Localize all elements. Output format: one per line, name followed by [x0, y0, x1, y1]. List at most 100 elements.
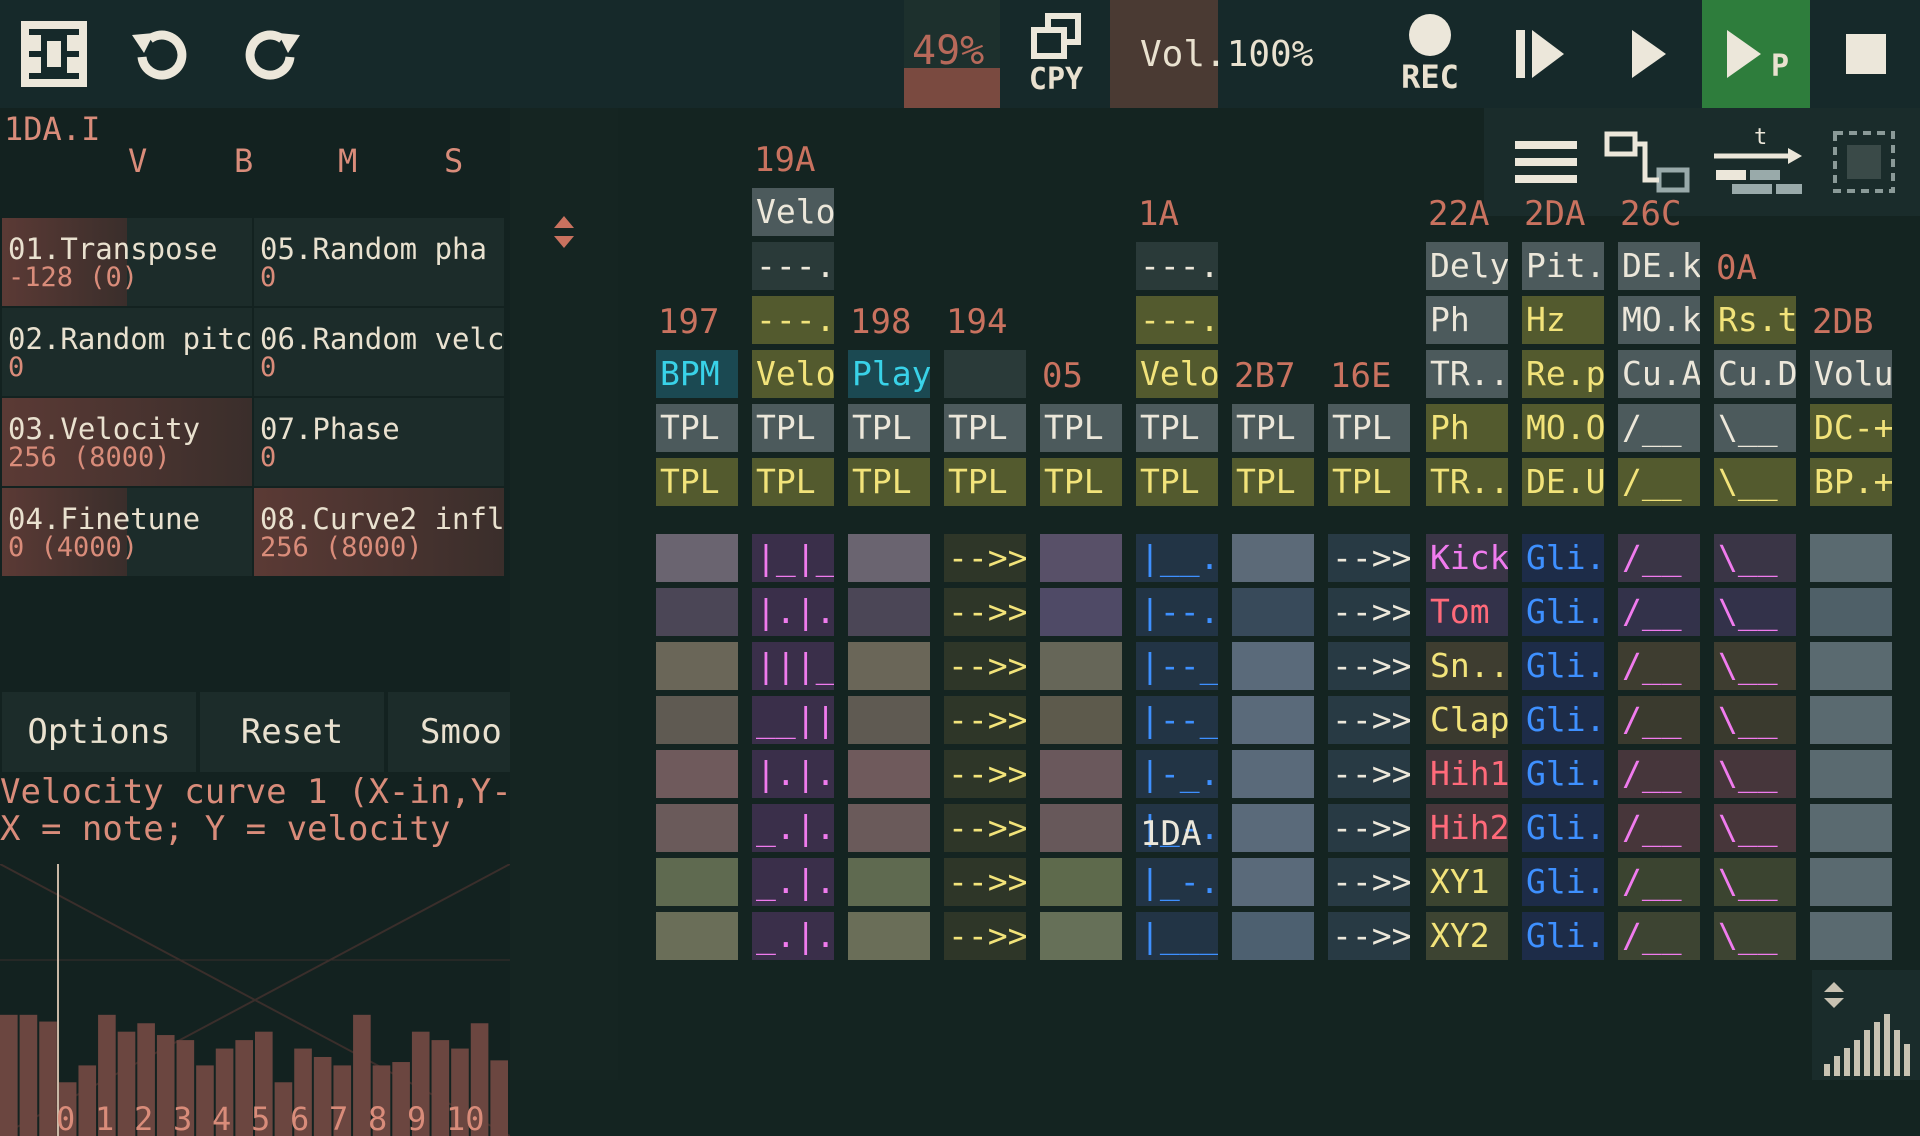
header-v[interactable]: V	[128, 142, 148, 180]
pattern-cell[interactable]: -->>	[944, 588, 1026, 636]
timeline-icon[interactable]: t	[1708, 108, 1808, 216]
pattern-cell[interactable]: Gli..e	[1522, 696, 1604, 744]
module-cell[interactable]: TPL	[1040, 404, 1122, 452]
cpu-load-meter[interactable]: 49%	[904, 0, 1000, 108]
pattern-block[interactable]	[656, 588, 738, 636]
pattern-cell[interactable]: Gli..e	[1522, 588, 1604, 636]
module-cell[interactable]: TPL	[944, 458, 1026, 506]
pattern-cell[interactable]: /__	[1618, 642, 1700, 690]
control-knob[interactable]: 05.Random pha 0	[254, 218, 504, 306]
pattern-cell[interactable]: /__	[1618, 858, 1700, 906]
pattern-cell[interactable]: -->>	[944, 750, 1026, 798]
header-m[interactable]: M	[338, 142, 358, 180]
play-from-start-button[interactable]	[1500, 0, 1580, 108]
volume-control[interactable]: Vol.100%	[1110, 0, 1313, 108]
pattern-cell[interactable]: Gli..e	[1522, 858, 1604, 906]
pattern-cell[interactable]: |__._	[1136, 534, 1218, 582]
pattern-block[interactable]	[1040, 696, 1122, 744]
pattern-cell[interactable]: Hih2	[1426, 804, 1508, 852]
pattern-cell[interactable]: -->>	[944, 804, 1026, 852]
module-cell[interactable]: TPL	[848, 404, 930, 452]
pattern-block[interactable]	[656, 534, 738, 582]
undo-icon[interactable]	[118, 0, 200, 108]
pattern-block[interactable]	[656, 858, 738, 906]
module-cell[interactable]: TR..+	[1426, 350, 1508, 398]
pattern-cell[interactable]: Gli..e	[1522, 912, 1604, 960]
header-b[interactable]: B	[234, 142, 254, 180]
pattern-cell[interactable]: XY2	[1426, 912, 1508, 960]
play-button[interactable]	[1608, 0, 1688, 108]
pattern-cell[interactable]: /__	[1618, 912, 1700, 960]
module-cell[interactable]: DE.k	[1618, 242, 1700, 290]
module-cell[interactable]: Velo	[752, 350, 834, 398]
pattern-block[interactable]	[1232, 912, 1314, 960]
pattern-cell[interactable]: \__	[1714, 642, 1796, 690]
pattern-cell[interactable]: \__	[1714, 912, 1796, 960]
pattern-cell[interactable]: -->>	[1328, 912, 1410, 960]
options-button[interactable]: Options	[2, 692, 196, 772]
pattern-cell[interactable]: /__	[1618, 750, 1700, 798]
pattern-cell[interactable]: Kick	[1426, 534, 1508, 582]
module-cell[interactable]: ---.>	[1136, 296, 1218, 344]
control-knob[interactable]: 07.Phase 0	[254, 398, 504, 486]
control-knob[interactable]: 08.Curve2 influ 256 (8000)	[254, 488, 504, 576]
module-cell[interactable]: Play	[848, 350, 930, 398]
menu-icon[interactable]	[1506, 108, 1586, 216]
pattern-block[interactable]	[1232, 534, 1314, 582]
pattern-block[interactable]	[848, 804, 930, 852]
pattern-cell[interactable]: Gli..e	[1522, 804, 1604, 852]
redo-icon[interactable]	[232, 0, 314, 108]
pattern-block[interactable]	[848, 534, 930, 582]
pattern-cell[interactable]: Hih1	[1426, 750, 1508, 798]
pattern-block[interactable]	[1810, 588, 1892, 636]
stop-button[interactable]	[1826, 0, 1906, 108]
selection-icon[interactable]	[1824, 108, 1904, 216]
pattern-cell[interactable]: |||__.|	[752, 642, 834, 690]
pattern-block[interactable]	[848, 696, 930, 744]
pattern-block[interactable]	[1040, 534, 1122, 582]
level-meter[interactable]	[1812, 970, 1920, 1080]
pattern-cell[interactable]: Gli..e	[1522, 534, 1604, 582]
module-cell[interactable]: TPL	[752, 458, 834, 506]
pattern-cell[interactable]: |-_._	[1136, 750, 1218, 798]
module-cell[interactable]: /__	[1618, 404, 1700, 452]
module-cell[interactable]: Dely	[1426, 242, 1508, 290]
pattern-cell[interactable]: |_|_|.|	[752, 534, 834, 582]
pattern-block[interactable]	[1040, 750, 1122, 798]
play-pattern-button[interactable]: P	[1702, 0, 1810, 108]
pattern-block[interactable]	[848, 912, 930, 960]
pattern-cell[interactable]: \__	[1714, 804, 1796, 852]
pattern-cell[interactable]: -->>	[944, 858, 1026, 906]
pattern-block[interactable]	[1232, 642, 1314, 690]
pattern-cell[interactable]: -->>	[1328, 642, 1410, 690]
module-cell[interactable]: TPL	[944, 404, 1026, 452]
module-cell[interactable]: ---.>	[1136, 242, 1218, 290]
pattern-cell[interactable]: |_-._	[1136, 858, 1218, 906]
pattern-cell[interactable]: \__	[1714, 534, 1796, 582]
pattern-cell[interactable]: -->>	[1328, 534, 1410, 582]
module-cell[interactable]: ---.>	[752, 296, 834, 344]
pattern-cell[interactable]: __||_|	[752, 696, 834, 744]
control-knob[interactable]: 02.Random pitc 0	[2, 308, 252, 396]
pattern-cell[interactable]: -->>	[1328, 858, 1410, 906]
pattern-block[interactable]	[1810, 534, 1892, 582]
pattern-cell[interactable]: -->>	[944, 534, 1026, 582]
pattern-cell[interactable]: -->>	[1328, 750, 1410, 798]
module-cell[interactable]: Ph	[1426, 404, 1508, 452]
pattern-block[interactable]	[1810, 750, 1892, 798]
links-view-icon[interactable]	[1600, 108, 1696, 216]
pattern-block[interactable]	[848, 588, 930, 636]
pattern-block[interactable]	[1810, 804, 1892, 852]
pattern-block[interactable]	[1232, 696, 1314, 744]
module-cell[interactable]: Velo	[752, 188, 834, 236]
pattern-cell[interactable]: _.|.il..	[752, 912, 834, 960]
module-cell[interactable]: Ph	[1426, 296, 1508, 344]
module-cell[interactable]: Cu.D	[1714, 350, 1796, 398]
module-cell[interactable]: \__	[1714, 404, 1796, 452]
pattern-block[interactable]	[848, 858, 930, 906]
module-cell[interactable]: Re.p	[1522, 350, 1604, 398]
module-cell[interactable]: TPL	[1040, 458, 1122, 506]
record-button[interactable]: REC	[1384, 0, 1476, 108]
copy-button[interactable]: CPY	[1016, 0, 1096, 108]
pattern-block[interactable]	[1232, 588, 1314, 636]
